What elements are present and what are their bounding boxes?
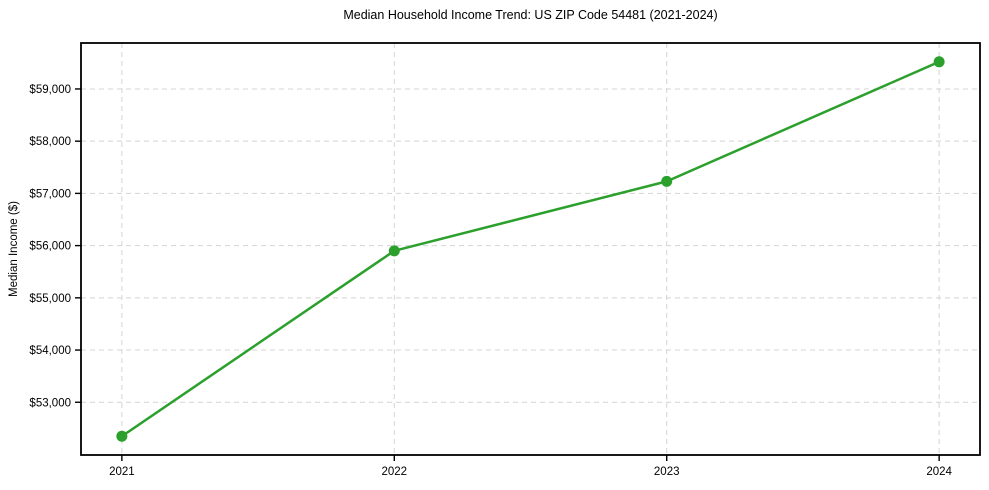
y-axis-tick-label: $56,000 (29, 241, 71, 253)
chart-title: Median Household Income Trend: US ZIP Co… (343, 8, 718, 22)
data-point-2024 (933, 56, 945, 68)
y-axis-tick-label: $59,000 (29, 84, 71, 96)
data-point-2023 (661, 175, 673, 187)
data-point-2021 (116, 430, 128, 442)
trend-line (120, 60, 941, 438)
x-axis-tick-label: 2023 (654, 466, 680, 478)
plot-border (80, 42, 981, 456)
y-axis-tick-label: $53,000 (29, 397, 71, 409)
y-axis-tick-label: $58,000 (29, 136, 71, 148)
data-point-2022 (388, 245, 400, 257)
y-axis-tick-label: $54,000 (29, 345, 71, 357)
y-axis-tick-label: $57,000 (29, 188, 71, 200)
y-axis-tick-label: $55,000 (29, 293, 71, 305)
x-axis-tick-label: 2021 (109, 466, 135, 478)
x-axis-tick-label: 2024 (926, 466, 952, 478)
x-axis-tick-label: 2022 (381, 466, 407, 478)
